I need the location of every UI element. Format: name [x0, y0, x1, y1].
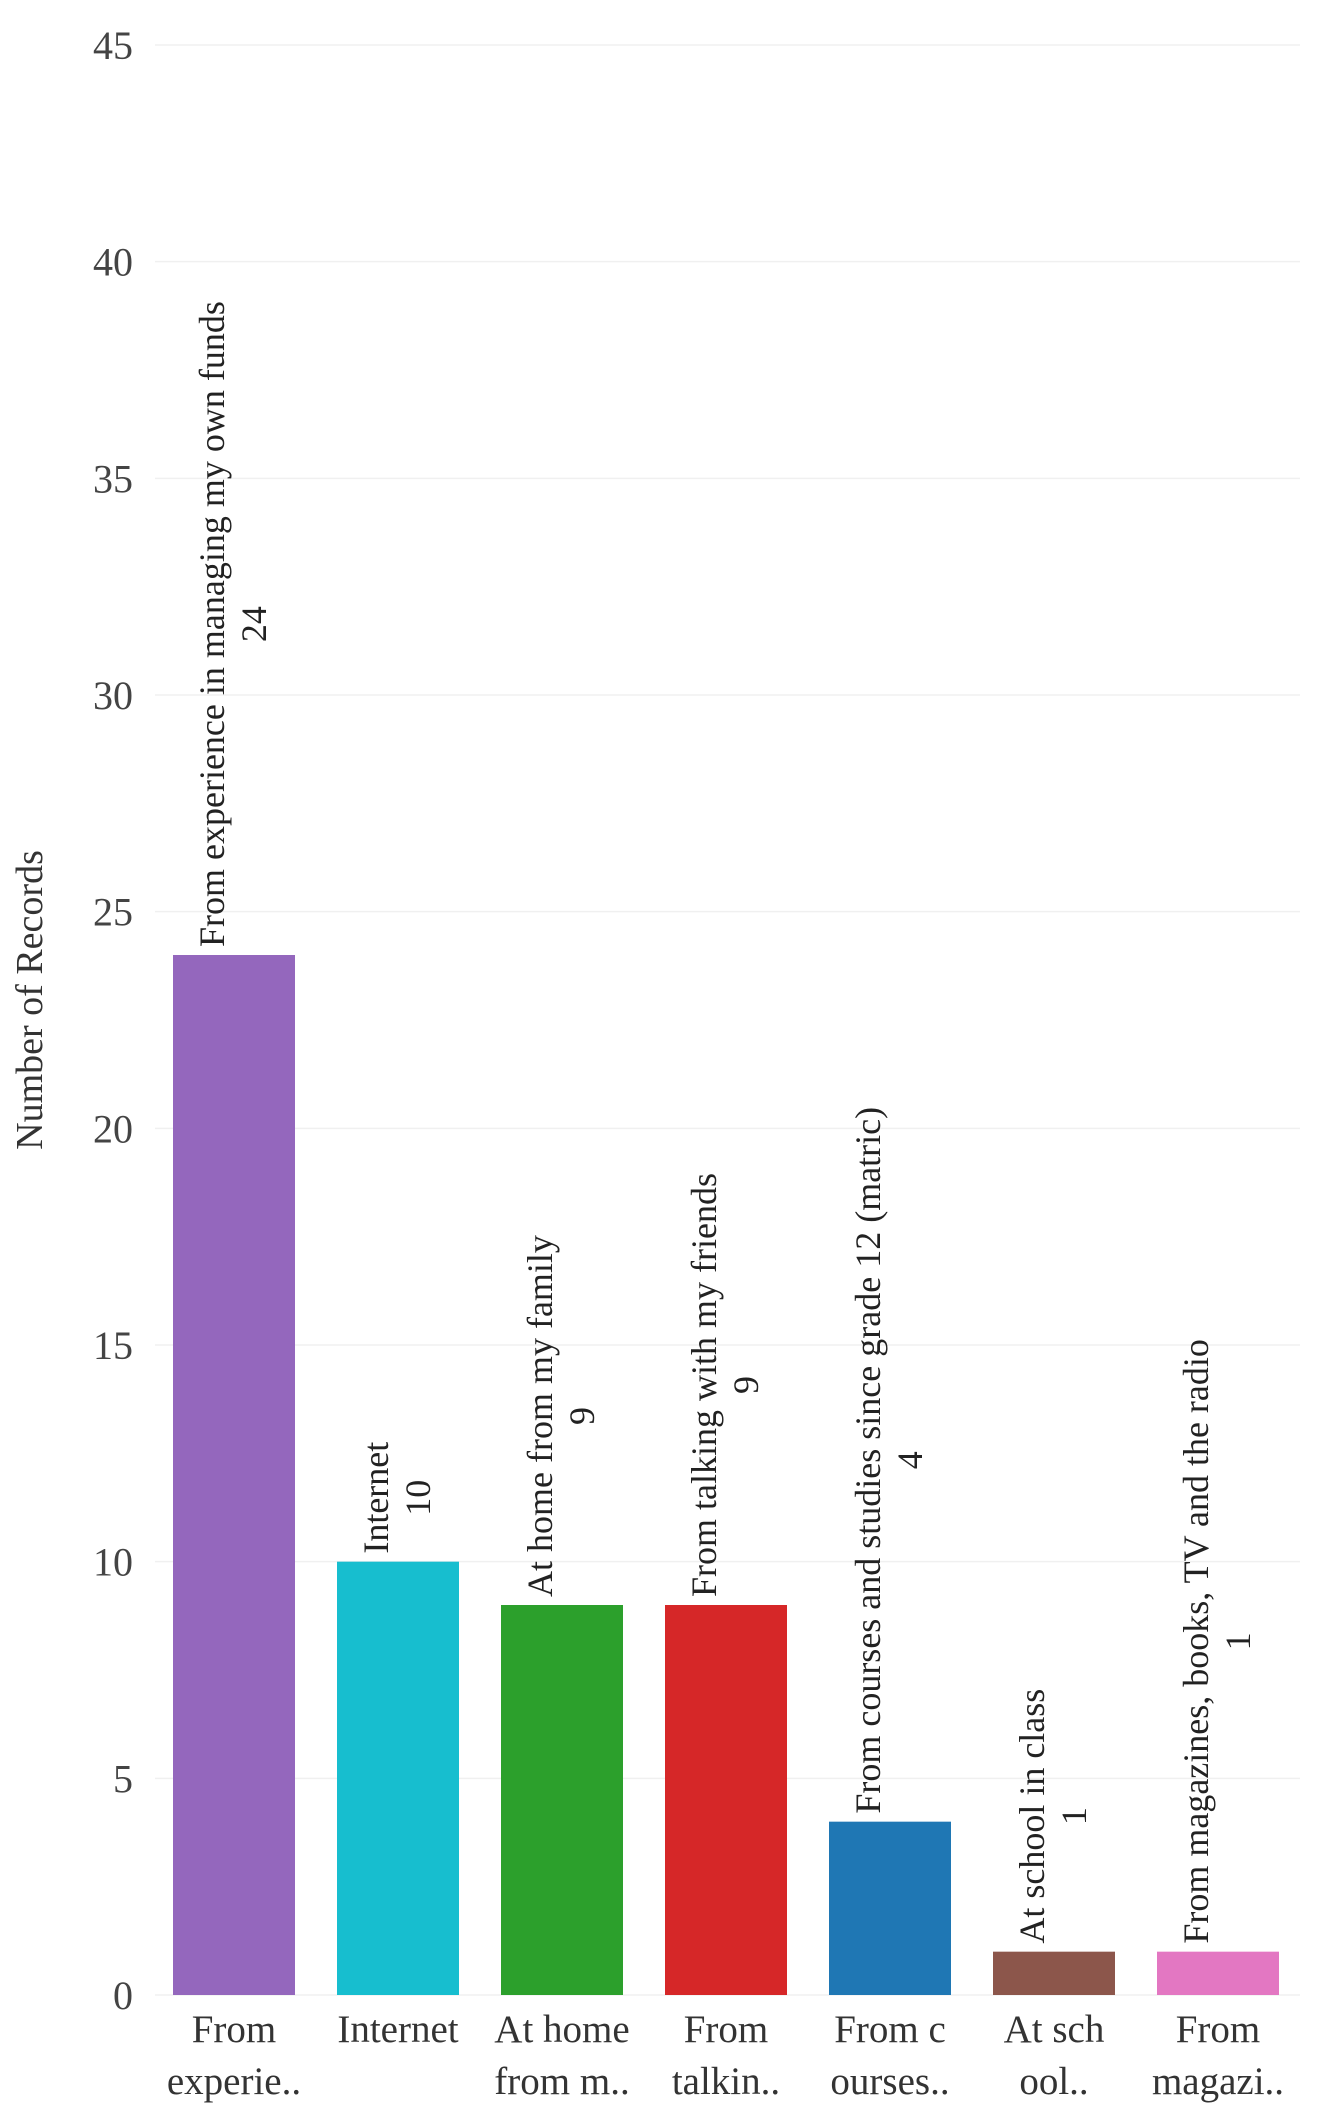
- y-tick-label: 45: [93, 23, 133, 68]
- x-tick-label: Internet: [337, 2008, 458, 2051]
- bar-data-label: At school in class 1: [1012, 1689, 1094, 1944]
- bar: [1157, 1951, 1279, 1995]
- bar-labels: From experience in managing my own funds…: [192, 301, 1258, 1944]
- y-axis-ticks: 0 5 10 15 20 25 30 35 40 45: [93, 23, 133, 2018]
- x-tick-label: At sch: [1004, 2008, 1105, 2051]
- y-axis-title: Number of Records: [9, 850, 51, 1150]
- bar-value-label: 1: [1218, 1632, 1258, 1650]
- bar: [501, 1605, 623, 1995]
- bar-value-label: 9: [562, 1407, 602, 1425]
- y-tick-label: 40: [93, 240, 133, 285]
- x-tick-label: From: [684, 2008, 769, 2051]
- bar-data-label: At home from my family 9: [520, 1235, 602, 1597]
- y-tick-label: 0: [113, 1973, 133, 2018]
- bar-value-label: 4: [890, 1451, 930, 1469]
- bar-category-label: Internet: [356, 1442, 396, 1554]
- y-tick-label: 30: [93, 673, 133, 718]
- y-tick-label: 5: [113, 1756, 133, 1801]
- x-tick-label: magazi..: [1152, 2060, 1284, 2103]
- bar-category-label: At school in class: [1012, 1689, 1052, 1944]
- bar-category-label: From courses and studies since grade 12 …: [848, 1107, 888, 1814]
- x-axis-category-labels: From experie.. Internet At home from m.. From…: [167, 2008, 1284, 2103]
- x-tick-label: From c: [834, 2008, 946, 2051]
- bar: [173, 955, 295, 1995]
- y-tick-label: 15: [93, 1323, 133, 1368]
- x-tick-label: experie..: [167, 2060, 301, 2103]
- y-tick-label: 20: [93, 1106, 133, 1151]
- x-tick-label: talkin..: [672, 2060, 780, 2103]
- bar-data-label: From experience in managing my own funds…: [192, 301, 274, 947]
- bar-value-label: 10: [398, 1480, 438, 1516]
- x-tick-label: At home: [494, 2008, 629, 2051]
- bar-category-label: At home from my family: [520, 1235, 560, 1597]
- x-tick-label: From: [1176, 2008, 1261, 2051]
- bar-value-label: 9: [726, 1376, 766, 1394]
- y-tick-label: 25: [93, 890, 133, 935]
- bar-data-label: Internet 10: [356, 1442, 438, 1554]
- bar: [829, 1821, 951, 1995]
- y-tick-label: 35: [93, 456, 133, 501]
- bar-category-label: From experience in managing my own funds: [192, 301, 232, 947]
- bar-value-label: 24: [234, 606, 274, 642]
- bar-data-label: From magazines, books, TV and the radio 1: [1176, 1339, 1258, 1944]
- bar: [665, 1605, 787, 1995]
- bar: [993, 1951, 1115, 1995]
- bar-data-label: From talking with my friends 9: [684, 1173, 766, 1597]
- bar-category-label: From talking with my friends: [684, 1173, 724, 1597]
- bar-category-label: From magazines, books, TV and the radio: [1176, 1339, 1216, 1944]
- bar-data-label: From courses and studies since grade 12 …: [848, 1107, 930, 1814]
- bar-value-label: 1: [1054, 1807, 1094, 1825]
- bar: [337, 1561, 459, 1995]
- x-tick-label: from m..: [494, 2060, 629, 2103]
- y-tick-label: 10: [93, 1540, 133, 1585]
- x-tick-label: From: [192, 2008, 277, 2051]
- bars: [173, 955, 1279, 1995]
- x-tick-label: ourses..: [830, 2060, 949, 2103]
- x-tick-label: ool..: [1019, 2060, 1088, 2103]
